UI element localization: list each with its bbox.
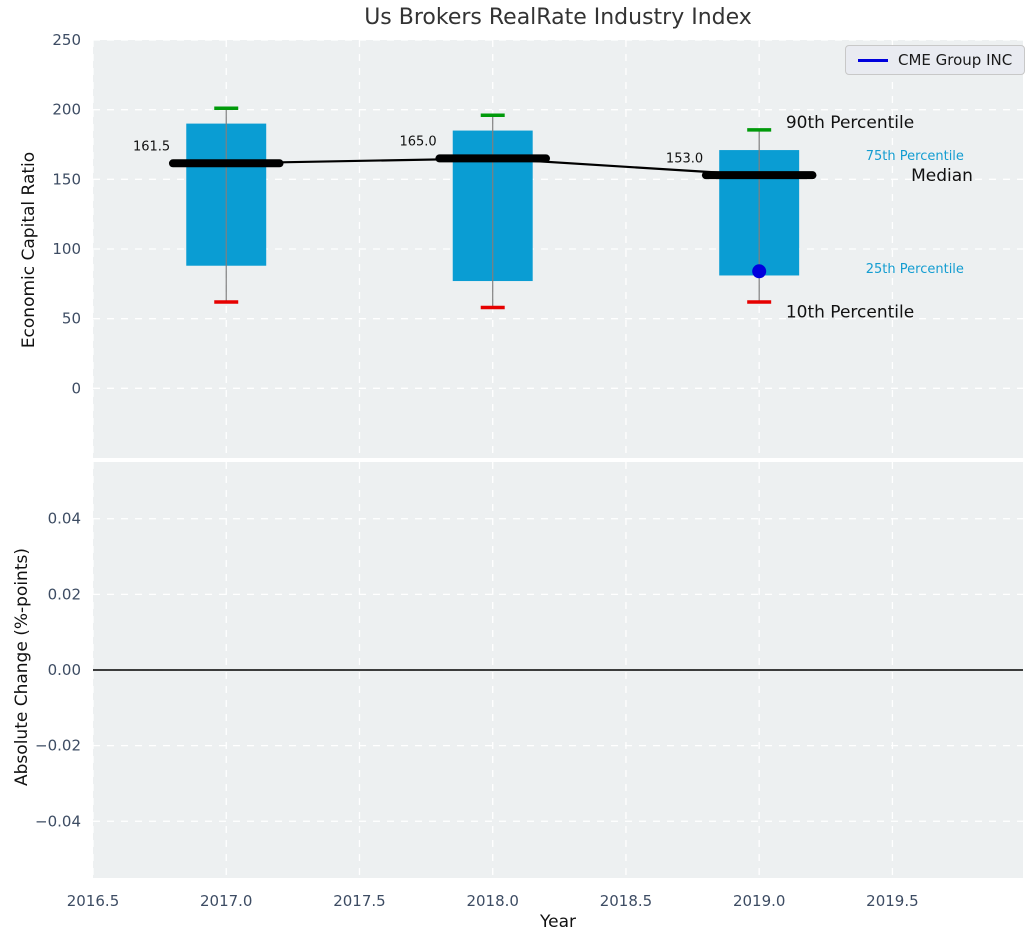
bottom-y-axis-label: Absolute Change (%-points) <box>12 548 32 786</box>
top-y-axis-label: Economic Capital Ratio <box>19 151 39 349</box>
median-value-label-2018: 165.0 <box>399 135 436 150</box>
bottom-ytick-label: −0.02 <box>35 737 81 755</box>
bottom-ytick-label: 0.02 <box>48 585 81 603</box>
legend: CME Group INC <box>845 45 1026 75</box>
bottom-ytick-label: −0.04 <box>35 812 81 830</box>
annotation-25th-percentile: 25th Percentile <box>866 262 964 277</box>
annotation-75th-percentile: 75th Percentile <box>866 149 964 164</box>
median-value-label-2019: 153.0 <box>666 151 703 166</box>
bottom-ytick-label: 0.00 <box>48 661 81 679</box>
xtick-label: 2017.5 <box>333 892 386 910</box>
top-ytick-label: 100 <box>52 240 81 258</box>
top-ytick-label: 250 <box>52 31 81 49</box>
chart-title: Us Brokers RealRate Industry Index <box>364 5 752 30</box>
bottom-ytick-label: 0.04 <box>48 510 81 528</box>
legend-line-sample-icon <box>858 58 888 62</box>
xtick-label: 2018.5 <box>600 892 653 910</box>
top-ytick-label: 150 <box>52 170 81 188</box>
top-ytick-label: 200 <box>52 101 81 119</box>
annotation-90th-percentile: 90th Percentile <box>786 113 914 133</box>
top-ytick-label: 0 <box>71 379 81 397</box>
xtick-label: 2017.0 <box>200 892 253 910</box>
xtick-label: 2018.0 <box>466 892 519 910</box>
company-point-marker <box>752 264 767 279</box>
top-ytick-label: 50 <box>62 310 81 328</box>
median-value-label-2017: 161.5 <box>133 140 170 155</box>
xtick-label: 2019.5 <box>866 892 919 910</box>
xtick-label: 2019.0 <box>733 892 786 910</box>
xtick-label: 2016.5 <box>67 892 120 910</box>
annotation-median: Median <box>911 166 973 186</box>
legend-label: CME Group INC <box>898 51 1013 69</box>
x-axis-label: Year <box>540 912 576 932</box>
annotation-10th-percentile: 10th Percentile <box>786 303 914 323</box>
